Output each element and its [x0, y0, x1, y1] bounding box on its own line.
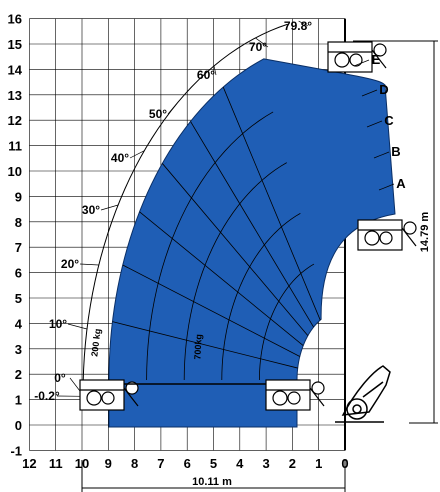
y-tick-label: 5	[15, 291, 22, 306]
y-tick-label: 9	[15, 189, 22, 204]
angle-division-line	[139, 211, 304, 346]
x-tick-label: 0	[341, 456, 348, 471]
boom-angle-leader	[100, 204, 119, 211]
y-tick-label: 11	[8, 139, 22, 154]
y-tick-label: 0	[15, 418, 22, 433]
boom-angle-label: 60°	[197, 68, 215, 82]
boom-angle-label: -0.2°	[34, 389, 60, 403]
x-tick-label: 3	[262, 456, 269, 471]
boom-angle-label: 0°	[54, 371, 66, 385]
boom-angle-label: 79.8°	[284, 19, 312, 33]
extension-curve-label: A	[396, 176, 406, 191]
y-tick-label: 10	[8, 164, 22, 179]
x-tick-label: 8	[131, 456, 138, 471]
reach-dimension	[81, 460, 346, 492]
boom-angle-leader	[129, 150, 145, 159]
y-tick-label: 8	[15, 215, 22, 230]
x-tick-label: 5	[210, 456, 217, 471]
x-tick-label: 11	[49, 456, 63, 471]
boom-angle-label: 20°	[61, 257, 79, 271]
zone-division-lines	[112, 86, 321, 381]
extension-arc	[146, 111, 274, 381]
machine-body	[335, 365, 391, 423]
x-tick-label: 1	[315, 456, 322, 471]
y-tick-label: 14	[8, 62, 23, 77]
boom-angle-label: 30°	[82, 203, 100, 217]
boom-angle-label: 70°	[249, 40, 267, 54]
extension-curve-leader	[353, 59, 370, 67]
extension-arc	[221, 213, 301, 381]
boom-angle-label: 50°	[149, 107, 167, 121]
x-tick-label: 10	[75, 456, 89, 471]
max-height-label: 14.79 m	[419, 212, 431, 253]
boom-angle-leader	[255, 37, 269, 48]
extension-curve-leader	[373, 151, 390, 159]
extension-curve-label: B	[391, 144, 400, 159]
extension-curve-leader	[366, 120, 383, 128]
x-tick-label: 4	[236, 456, 244, 471]
x-tick-label: 12	[22, 456, 36, 471]
boom-angle-leader	[213, 65, 217, 76]
y-tick-label: 16	[8, 12, 22, 27]
x-tick-label: 6	[184, 456, 191, 471]
extension-curve-label: C	[384, 113, 394, 128]
platform-glyph	[327, 41, 387, 73]
y-tick-label: 4	[15, 316, 23, 331]
y-tick-label: 15	[8, 37, 22, 52]
y-tick-label: 7	[15, 240, 22, 255]
load-zone-label-200kg: 200 kg	[89, 328, 102, 357]
boom-angle-leader	[67, 323, 88, 330]
load-zone-700kg	[108, 58, 396, 428]
y-tick-label: 2	[15, 367, 22, 382]
angle-division-line	[112, 321, 298, 369]
boom-angle-label: 40°	[111, 151, 129, 165]
y-tick-label: 1	[15, 393, 22, 408]
boom-angle-leader	[79, 263, 99, 266]
x-tick-label: 9	[105, 456, 112, 471]
extension-curve-leader	[361, 89, 378, 97]
x-tick-label: 7	[157, 456, 164, 471]
attachment-group	[79, 41, 417, 411]
angle-division-line	[162, 163, 309, 336]
extension-arc	[183, 162, 287, 381]
height-dimension	[353, 40, 438, 424]
x-axis-ticks: 12 11 10 9 8 7 6 5 4 3 2 1 0	[22, 456, 348, 471]
angle-division-line	[122, 264, 300, 357]
platform-glyph	[265, 379, 325, 411]
load-zone-label-700kg: 700kg	[192, 334, 203, 360]
boom-angle-leader	[298, 20, 309, 27]
boom-angle-leader	[167, 103, 177, 115]
y-tick-label: -1	[10, 443, 22, 458]
extension-curve-labels: A B C DE	[353, 52, 406, 191]
extension-arc	[259, 263, 315, 381]
max-reach-label: 10.11 m	[192, 476, 232, 488]
x-tick-label: 2	[289, 456, 296, 471]
platform-glyph	[357, 219, 417, 251]
boom-angle-lines	[56, 20, 309, 397]
angle-division-line	[222, 86, 321, 321]
extension-curve-leader	[378, 183, 395, 191]
y-tick-label: 3	[15, 342, 22, 357]
angle-division-line	[190, 121, 314, 328]
extension-curve-label: E	[372, 52, 381, 67]
max-reach-envelope	[82, 23, 288, 396]
extension-curve-label: D	[379, 82, 388, 97]
y-tick-label: 6	[15, 266, 22, 281]
boom-angle-labels: -0.2° 0° 10° 20° 30° 40° 50° 60° 70° 79.8°	[34, 19, 312, 403]
y-tick-label: 12	[8, 113, 22, 128]
platform-glyph	[79, 379, 139, 411]
boom-angle-label: 10°	[49, 317, 67, 331]
y-tick-label: 13	[8, 88, 22, 103]
